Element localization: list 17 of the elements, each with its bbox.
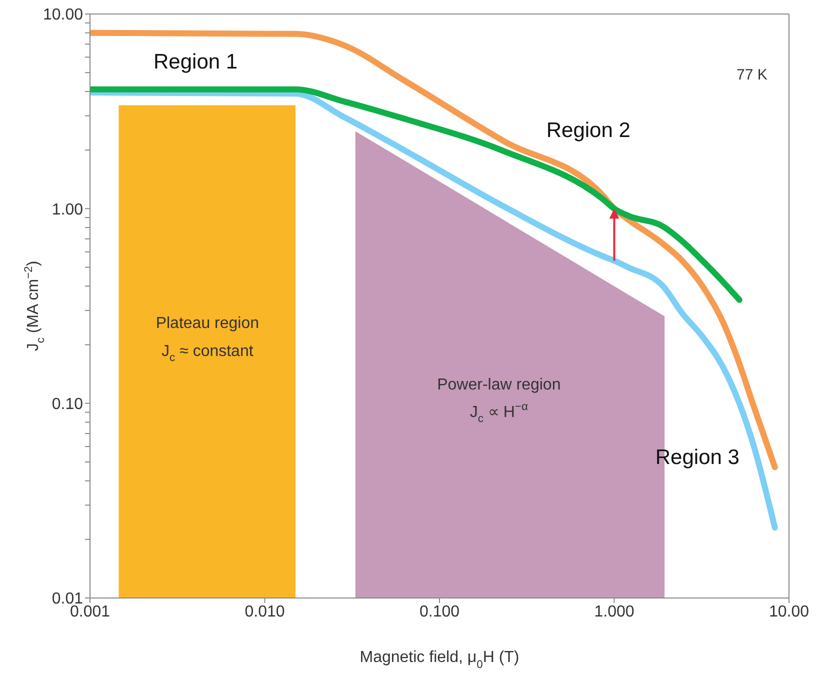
annotation: Region 2 <box>546 118 630 142</box>
annotation: Region 3 <box>655 445 740 468</box>
annotation: 77 K <box>736 66 768 84</box>
annotation: Region 1 <box>154 50 238 74</box>
x-tick-label: 0.001 <box>70 603 110 620</box>
y-tick-label: 10.00 <box>42 6 84 24</box>
x-tick-label: 1.000 <box>594 603 634 620</box>
annotation: J$_{c}$ ∝ H$^{−α}$ <box>470 400 528 425</box>
x-tick-label: 0.010 <box>244 603 285 620</box>
x-tick-label: 0.100 <box>419 603 460 620</box>
x-axis-title: Magnetic field, μ$_{0}$H (T) <box>360 649 520 671</box>
x-tick-label: 10.00 <box>768 603 810 620</box>
y-tick-label: 1.00 <box>52 201 84 218</box>
y-tick-label: 0.10 <box>52 396 84 414</box>
annotation: Plateau region <box>156 315 260 332</box>
annotation: Power-law region <box>437 376 561 394</box>
annotation: J$_{c}$ ≈ constant <box>162 343 254 364</box>
